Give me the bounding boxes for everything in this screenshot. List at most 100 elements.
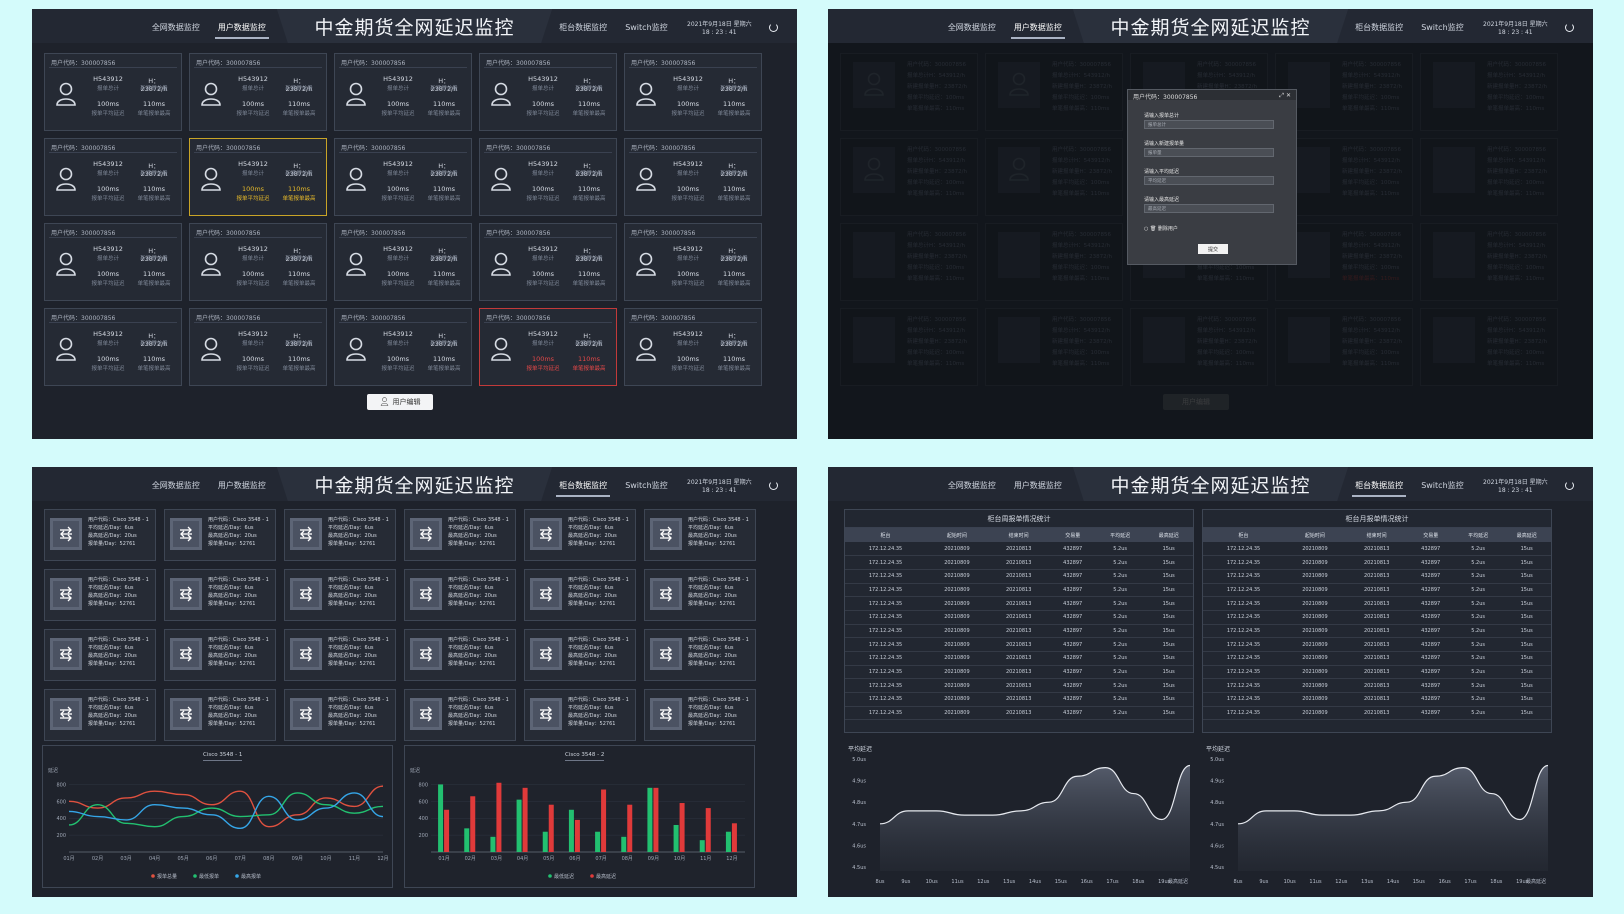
table-row[interactable]: 172.12.24.35 20210809 20210813 432897 5.2us 1… [845, 610, 1193, 625]
switch-card[interactable]: 用户代码：Cisco 3548 - 1 平均延迟/Day：6us 最高延迟/Day：… [404, 509, 516, 561]
modal-input[interactable]: 平均延迟 [1144, 176, 1274, 185]
table-row[interactable]: 172.12.24.35 20210809 20210813 432897 5.2us 1… [845, 692, 1193, 707]
switch-card[interactable]: 用户代码：Cisco 3548 - 1 平均延迟/Day：6us 最高延迟/Day：… [164, 629, 276, 681]
submit-button[interactable]: 提交 [1198, 244, 1228, 254]
switch-card[interactable]: 用户代码：Cisco 3548 - 1 平均延迟/Day：6us 最高延迟/Day：… [164, 509, 276, 561]
user-card[interactable]: 用户代码：300007856 H543912 报单总计 H：23872/h 新建报单量 1… [44, 138, 182, 216]
user-card[interactable]: 用户代码：300007856 H543912 报单总计 H：23872/h 新建报单量 1… [479, 138, 617, 216]
nav-tab-1[interactable]: 全网数据监控 [151, 481, 200, 490]
table-row[interactable]: 172.12.24.35 20210809 20210813 432897 5.2us 1… [1203, 569, 1551, 584]
table-row[interactable]: 172.12.24.35 20210809 20210813 432897 5.2us 1… [1203, 542, 1551, 557]
table-row[interactable]: 172.12.24.35 20210809 20210813 432897 5.2us 1… [845, 555, 1193, 570]
nav-tab-3[interactable]: 柜台数据监控 [1352, 480, 1407, 497]
table-row[interactable]: 172.12.24.35 20210809 20210813 432897 5.2us 1… [845, 637, 1193, 652]
switch-card[interactable]: 用户代码：Cisco 3548 - 1 平均延迟/Day：6us 最高延迟/Day：… [284, 689, 396, 741]
power-icon[interactable] [1565, 481, 1574, 490]
table-row[interactable]: 172.12.24.35 20210809 20210813 432897 5.2us 1… [845, 596, 1193, 611]
power-icon[interactable] [1565, 23, 1574, 32]
table-row[interactable]: 172.12.24.35 20210809 20210813 432897 5.2us 1… [1203, 555, 1551, 570]
table-row[interactable]: 172.12.24.35 20210809 20210813 432897 5.2us 1… [845, 624, 1193, 639]
modal-input[interactable]: 报单量 [1144, 148, 1274, 157]
user-card[interactable]: 用户代码：300007856 H543912 报单总计 H：23872/h 新建报单量 1… [189, 223, 327, 301]
nav-tab-4[interactable]: Switch监控 [625, 481, 668, 490]
table-row[interactable]: 172.12.24.35 20210809 20210813 432897 5.2us 1… [845, 651, 1193, 666]
delete-user-option[interactable]: ○ 🗑 删除用户 [1144, 225, 1178, 232]
user-card[interactable]: 用户代码：300007856 H543912 报单总计 H：23872/h 新建报单量 1… [479, 53, 617, 131]
user-card[interactable]: 用户代码：300007856 H543912 报单总计 H：23872/h 新建报单量 1… [334, 308, 472, 386]
switch-card[interactable]: 用户代码：Cisco 3548 - 1 平均延迟/Day：6us 最高延迟/Day：… [524, 689, 636, 741]
modal-input[interactable]: 报单总计 [1144, 120, 1274, 129]
nav-tab-3[interactable]: 柜台数据监控 [559, 23, 608, 32]
user-card[interactable]: 用户代码：300007856 H543912 报单总计 H：23872/h 新建报单量 1… [624, 138, 762, 216]
table-row[interactable]: 172.12.24.35 20210809 20210813 432897 5.2us 1… [1203, 596, 1551, 611]
user-card[interactable]: 用户代码：300007856 H543912 报单总计 H：23872/h 新建报单量 1… [44, 53, 182, 131]
expand-icon[interactable]: ⤢ [1279, 92, 1286, 99]
switch-card[interactable]: 用户代码：Cisco 3548 - 1 平均延迟/Day：6us 最高延迟/Day：… [44, 509, 156, 561]
table-row[interactable]: 172.12.24.35 20210809 20210813 432897 5.2us 1… [1203, 651, 1551, 666]
switch-card[interactable]: 用户代码：Cisco 3548 - 1 平均延迟/Day：6us 最高延迟/Day：… [644, 689, 756, 741]
table-row[interactable]: 172.12.24.35 20210809 20210813 432897 5.2us 1… [1203, 610, 1551, 625]
user-card[interactable]: 用户代码：300007856 H543912 报单总计 H：23872/h 新建报单量 1… [624, 308, 762, 386]
switch-card[interactable]: 用户代码：Cisco 3548 - 1 平均延迟/Day：6us 最高延迟/Day：… [524, 509, 636, 561]
switch-card[interactable]: 用户代码：Cisco 3548 - 1 平均延迟/Day：6us 最高延迟/Day：… [44, 569, 156, 621]
switch-card[interactable]: 用户代码：Cisco 3548 - 1 平均延迟/Day：6us 最高延迟/Day：… [284, 509, 396, 561]
user-card[interactable]: 用户代码：300007856 H543912 报单总计 H：23872/h 新建报单量 1… [334, 138, 472, 216]
user-card[interactable]: 用户代码：300007856 H543912 报单总计 H：23872/h 新建报单量 1… [624, 223, 762, 301]
table-row[interactable]: 172.12.24.35 20210809 20210813 432897 5.2us 1… [845, 706, 1193, 721]
table-row[interactable]: 172.12.24.35 20210809 20210813 432897 5.2us 1… [1203, 665, 1551, 680]
nav-tab-2[interactable]: 用户数据监控 [214, 22, 269, 39]
nav-tab-1[interactable]: 全网数据监控 [947, 481, 996, 490]
user-card[interactable]: 用户代码：300007856 H543912 报单总计 H：23872/h 新建报单量 1… [334, 223, 472, 301]
switch-card[interactable]: 用户代码：Cisco 3548 - 1 平均延迟/Day：6us 最高延迟/Day：… [164, 569, 276, 621]
user-card[interactable]: 用户代码：300007856 H543912 报单总计 H：23872/h 新建报单量 1… [189, 308, 327, 386]
table-row[interactable]: 172.12.24.35 20210809 20210813 432897 5.2us 1… [845, 678, 1193, 694]
switch-card[interactable]: 用户代码：Cisco 3548 - 1 平均延迟/Day：6us 最高延迟/Day：… [404, 569, 516, 621]
nav-tab-4[interactable]: Switch监控 [625, 23, 668, 32]
user-edit-button[interactable]: 用户编辑 [367, 394, 433, 410]
switch-card[interactable]: 用户代码：Cisco 3548 - 1 平均延迟/Day：6us 最高延迟/Day：… [644, 509, 756, 561]
nav-tab-3[interactable]: 柜台数据监控 [556, 480, 611, 497]
delete-radio[interactable]: ○ [1144, 226, 1150, 232]
user-card[interactable]: 用户代码：300007856 H543912 报单总计 H：23872/h 新建报单量 1… [189, 53, 327, 131]
table-row[interactable]: 172.12.24.35 20210809 20210813 432897 5.2us 1… [1203, 624, 1551, 639]
nav-tab-3[interactable]: 柜台数据监控 [1355, 23, 1404, 32]
nav-tab-2[interactable]: 用户数据监控 [217, 481, 266, 490]
power-icon[interactable] [769, 481, 778, 490]
switch-card[interactable]: 用户代码：Cisco 3548 - 1 平均延迟/Day：6us 最高延迟/Day：… [284, 629, 396, 681]
nav-tab-2[interactable]: 用户数据监控 [1010, 22, 1065, 39]
switch-card[interactable]: 用户代码：Cisco 3548 - 1 平均延迟/Day：6us 最高延迟/Day：… [44, 629, 156, 681]
user-card[interactable]: 用户代码：300007856 H543912 报单总计 H：23872/h 新建报单量 1… [479, 223, 617, 301]
nav-tab-1[interactable]: 全网数据监控 [151, 23, 200, 32]
switch-card[interactable]: 用户代码：Cisco 3548 - 1 平均延迟/Day：6us 最高延迟/Day：… [404, 629, 516, 681]
user-card[interactable]: 用户代码：300007856 H543912 报单总计 H：23872/h 新建报单量 1… [334, 53, 472, 131]
power-icon[interactable] [769, 23, 778, 32]
table-row[interactable]: 172.12.24.35 20210809 20210813 432897 5.2us 1… [845, 665, 1193, 680]
switch-card[interactable]: 用户代码：Cisco 3548 - 1 平均延迟/Day：6us 最高延迟/Day：… [284, 569, 396, 621]
close-icon[interactable]: ✕ [1285, 92, 1291, 99]
user-card[interactable]: 用户代码：300007856 H543912 报单总计 H：23872/h 新建报单量 1… [44, 223, 182, 301]
switch-card[interactable]: 用户代码：Cisco 3548 - 1 平均延迟/Day：6us 最高延迟/Day：… [164, 689, 276, 741]
switch-card[interactable]: 用户代码：Cisco 3548 - 1 平均延迟/Day：6us 最高延迟/Day：… [524, 629, 636, 681]
table-row[interactable]: 172.12.24.35 20210809 20210813 432897 5.2us 1… [1203, 583, 1551, 598]
switch-card[interactable]: 用户代码：Cisco 3548 - 1 平均延迟/Day：6us 最高延迟/Day：… [644, 629, 756, 681]
switch-card[interactable]: 用户代码：Cisco 3548 - 1 平均延迟/Day：6us 最高延迟/Day：… [44, 689, 156, 741]
switch-card[interactable]: 用户代码：Cisco 3548 - 1 平均延迟/Day：6us 最高延迟/Day：… [524, 569, 636, 621]
table-row[interactable]: 172.12.24.35 20210809 20210813 432897 5.2us 1… [1203, 678, 1551, 694]
nav-tab-4[interactable]: Switch监控 [1421, 23, 1464, 32]
table-row[interactable]: 172.12.24.35 20210809 20210813 432897 5.2us 1… [1203, 637, 1551, 652]
nav-tab-1[interactable]: 全网数据监控 [947, 23, 996, 32]
table-row[interactable]: 172.12.24.35 20210809 20210813 432897 5.2us 1… [1203, 706, 1551, 721]
switch-card[interactable]: 用户代码：Cisco 3548 - 1 平均延迟/Day：6us 最高延迟/Day：… [644, 569, 756, 621]
user-card[interactable]: 用户代码：300007856 H543912 报单总计 H：23872/h 新建报单量 1… [189, 138, 327, 216]
nav-tab-2[interactable]: 用户数据监控 [1013, 481, 1062, 490]
user-card[interactable]: 用户代码：300007856 H543912 报单总计 H：23872/h 新建报单量 1… [44, 308, 182, 386]
user-card[interactable]: 用户代码：300007856 H543912 报单总计 H：23872/h 新建报单量 1… [624, 53, 762, 131]
modal-input[interactable]: 最高延迟 [1144, 204, 1274, 213]
table-row[interactable]: 172.12.24.35 20210809 20210813 432897 5.2us 1… [845, 542, 1193, 557]
table-row[interactable]: 172.12.24.35 20210809 20210813 432897 5.2us 1… [845, 583, 1193, 598]
table-row[interactable]: 172.12.24.35 20210809 20210813 432897 5.2us 1… [845, 569, 1193, 584]
user-card[interactable]: 用户代码：300007856 H543912 报单总计 H：23872/h 新建报单量 1… [479, 308, 617, 386]
table-row[interactable]: 172.12.24.35 20210809 20210813 432897 5.2us 1… [1203, 692, 1551, 707]
switch-card[interactable]: 用户代码：Cisco 3548 - 1 平均延迟/Day：6us 最高延迟/Day：… [404, 689, 516, 741]
nav-tab-4[interactable]: Switch监控 [1421, 481, 1464, 490]
